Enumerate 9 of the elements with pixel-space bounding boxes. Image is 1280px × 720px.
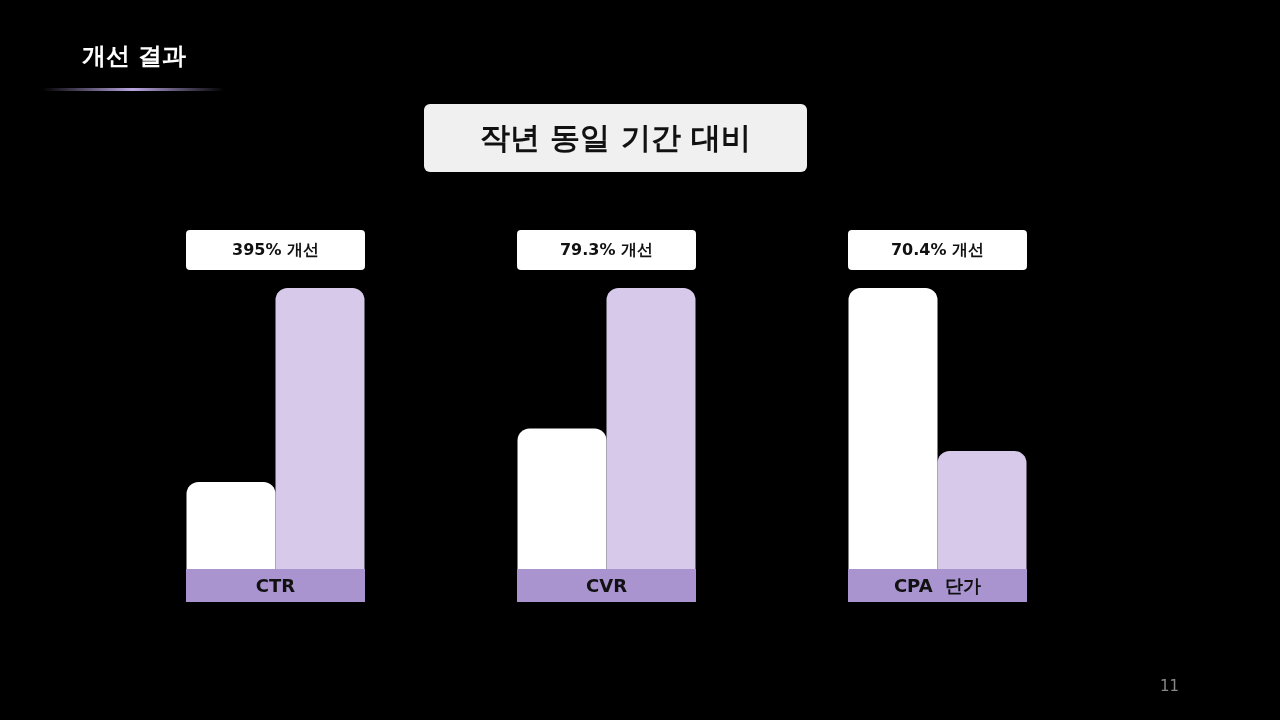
x-tick-label: CPA 단가: [893, 575, 982, 596]
x-tick-label: CVR: [585, 575, 628, 596]
text: 70.4% 개선: [848, 230, 1027, 270]
x-tick-label: CTR: [255, 575, 296, 596]
text: 395% 개선: [186, 230, 365, 270]
text: 11: [1160, 677, 1180, 695]
text: 79.3% 개선: [517, 230, 696, 270]
chart-subtitle: 작년 동일 기간 대비: [424, 104, 807, 172]
chart-title: 개선 결과: [82, 41, 187, 72]
